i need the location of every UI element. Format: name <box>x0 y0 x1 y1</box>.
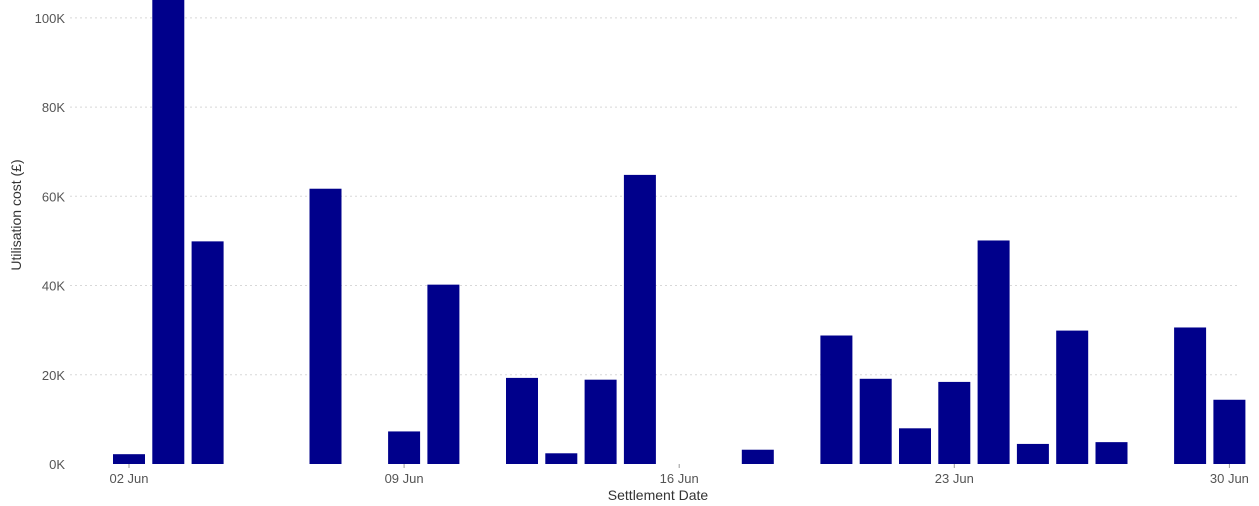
bar <box>152 0 185 464</box>
bar <box>427 284 460 464</box>
y-axis-ticks: 0K 20K 40K 60K 80K 100K <box>35 11 66 472</box>
x-tick-label: 09 Jun <box>385 471 424 486</box>
y-axis-title: Utilisation cost (£) <box>8 159 24 270</box>
y-tick-label: 100K <box>35 11 66 26</box>
y-tick-label: 40K <box>42 279 65 294</box>
bar <box>1174 327 1207 464</box>
bar <box>899 428 931 464</box>
bar <box>1056 330 1089 464</box>
y-tick-label: 20K <box>42 368 65 383</box>
x-axis-ticks: 02 Jun 09 Jun 16 Jun 23 Jun 30 Jun <box>109 464 1249 486</box>
bar <box>820 335 853 464</box>
bar <box>388 431 421 464</box>
bar <box>623 174 656 464</box>
bar <box>938 381 971 464</box>
bar <box>113 454 145 464</box>
x-tick-label: 02 Jun <box>109 471 148 486</box>
y-tick-label: 80K <box>42 100 65 115</box>
bar <box>1213 399 1246 464</box>
bars <box>113 0 1246 464</box>
bar <box>545 453 578 464</box>
bar <box>584 379 617 464</box>
bar <box>1095 442 1128 464</box>
bar <box>191 241 224 464</box>
x-axis-title: Settlement Date <box>608 487 709 503</box>
bar <box>309 188 342 464</box>
bar <box>741 449 774 464</box>
bar <box>859 378 892 464</box>
bar <box>506 377 538 464</box>
y-tick-label: 0K <box>49 457 65 472</box>
x-tick-label: 23 Jun <box>935 471 974 486</box>
bar <box>977 240 1010 464</box>
bar <box>1016 443 1049 464</box>
y-tick-label: 60K <box>42 189 65 204</box>
x-tick-label: 30 Jun <box>1210 471 1249 486</box>
x-tick-label: 16 Jun <box>660 471 699 486</box>
